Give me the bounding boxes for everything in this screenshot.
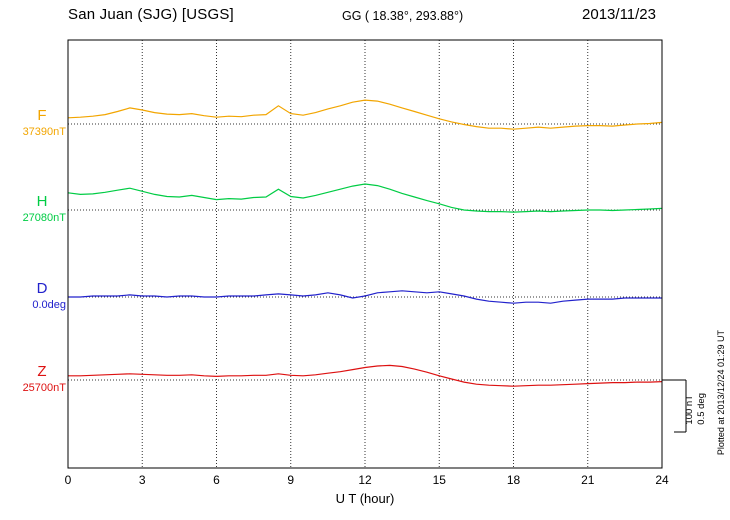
series-letter-F: F <box>37 107 47 124</box>
x-tick-label: 15 <box>432 473 446 487</box>
station-title: San Juan (SJG) [USGS] <box>68 6 234 23</box>
series-baseline-value-Z: 25700nT <box>22 382 66 394</box>
x-tick-label: 9 <box>287 473 295 487</box>
plot-frame <box>67 39 663 469</box>
scale-bar-deg-label: 0.5 deg <box>696 393 707 425</box>
trace-D <box>68 290 662 304</box>
scale-bar-nt-label: 100 nT <box>684 395 695 425</box>
trace-Z <box>68 364 663 387</box>
geographic-coordinates: GG ( 18.38°, 293.88°) <box>342 9 464 23</box>
x-tick-label: 0 <box>64 473 72 487</box>
x-tick-label: 3 <box>138 473 146 487</box>
trace-F <box>67 99 663 130</box>
series-baseline-value-H: 27080nT <box>22 212 66 224</box>
x-axis-title: U T (hour) <box>335 491 395 506</box>
x-tick-label: 6 <box>213 473 220 487</box>
plotted-at-note: Plotted at 2013/12/24 01:29 UT <box>716 330 726 456</box>
trace-H <box>67 183 663 213</box>
plot-date: 2013/11/23 <box>582 6 656 23</box>
series-baseline-value-D: 0.0deg <box>32 299 66 311</box>
series-baseline-value-F: 37390nT <box>22 126 66 138</box>
x-tick-label: 24 <box>655 473 669 487</box>
series-letter-Z: Z <box>37 363 47 380</box>
x-tick-label: 21 <box>581 473 595 487</box>
x-tick-label: 12 <box>358 473 372 487</box>
series-letter-D: D <box>36 280 48 297</box>
series-letter-H: H <box>36 193 48 210</box>
x-tick-label: 18 <box>506 473 521 487</box>
